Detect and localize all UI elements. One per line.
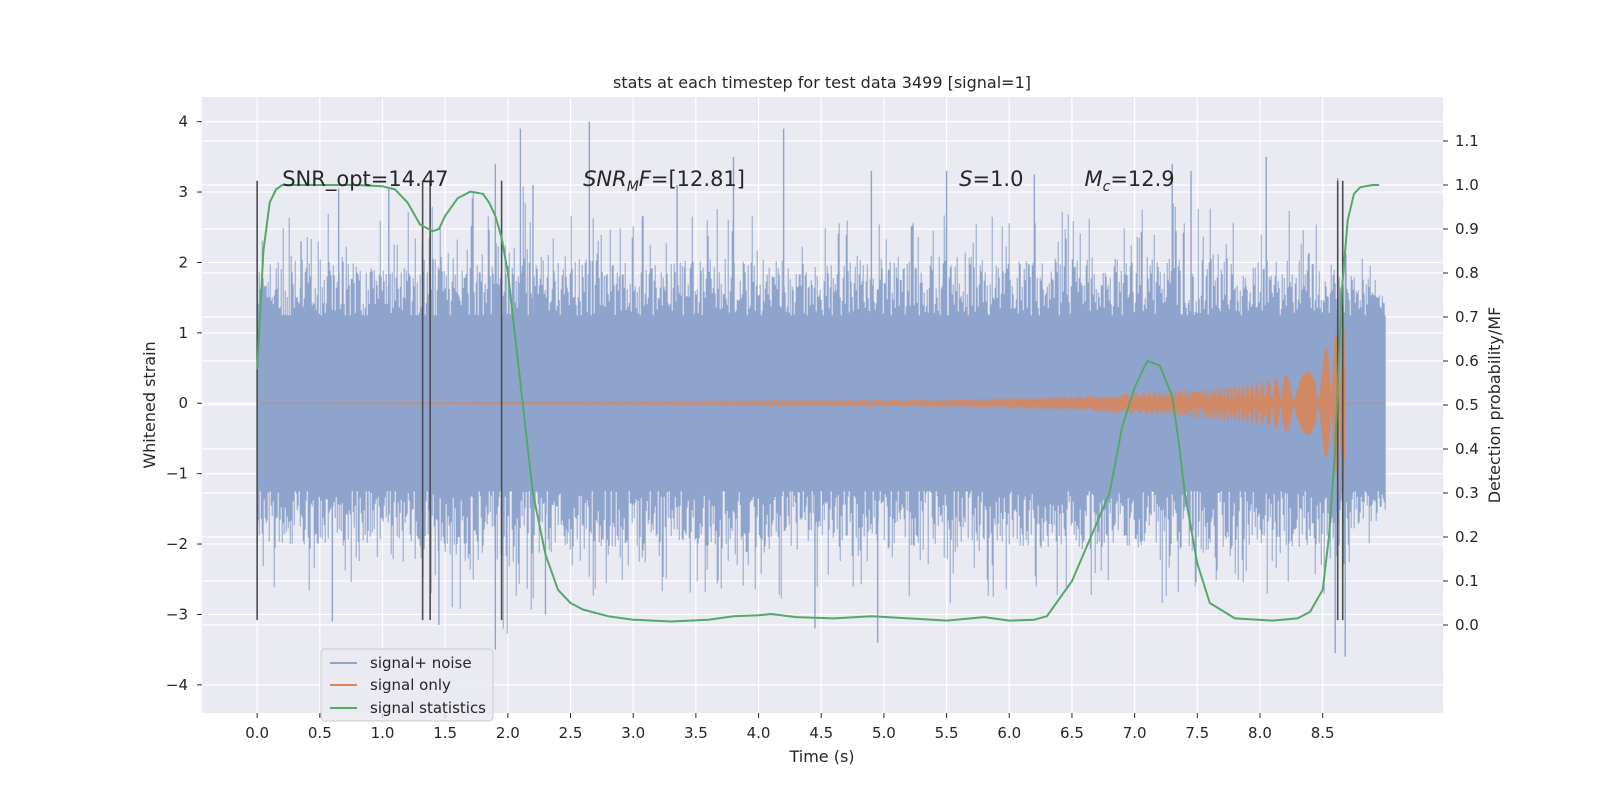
x-tick-label: 0.5	[308, 724, 332, 742]
y-tick-label: −1	[166, 465, 188, 483]
chart-title: stats at each timestep for test data 349…	[613, 73, 1031, 92]
x-tick-label: 5.5	[935, 724, 959, 742]
annotations: SNR_opt=14.47 SNRMF=[12.81] S=1.0 Mc=12.9	[282, 167, 1174, 195]
legend-label-statistics: signal statistics	[370, 699, 486, 717]
y-right-tick-label: 1.0	[1455, 176, 1479, 194]
legend: signal+ noise signal only signal statist…	[320, 648, 494, 722]
x-tick-label: 6.0	[997, 724, 1021, 742]
x-tick-label: 8.0	[1248, 724, 1272, 742]
y-right-tick-label: 0.4	[1455, 440, 1479, 458]
signal-series	[256, 312, 1386, 495]
x-tick-label: 1.0	[371, 724, 395, 742]
signal-only-trace	[256, 312, 1386, 495]
x-tick-label: 5.0	[872, 724, 896, 742]
statistics-series	[256, 184, 1380, 623]
x-tick-label: 8.5	[1311, 724, 1335, 742]
x-tick-label: 2.5	[559, 724, 583, 742]
y-right-tick-label: 1.1	[1455, 132, 1479, 150]
y-right-tick-label: 0.6	[1455, 352, 1479, 370]
y-right-tick-label: 0.9	[1455, 220, 1479, 238]
statistics-line	[256, 184, 1380, 623]
y-tick-label: 2	[178, 253, 188, 271]
y-right-tick-label: 0.8	[1455, 264, 1479, 282]
y-tick-label: −4	[166, 676, 188, 694]
y-tick-label: −2	[166, 535, 188, 553]
y-right-tick-label: 0.7	[1455, 308, 1479, 326]
x-tick-label: 3.0	[621, 724, 645, 742]
y-right-tick-label: 0.1	[1455, 572, 1479, 590]
x-tick-label: 3.5	[684, 724, 708, 742]
tick-labels: 0.0 0.5 1.0 1.5 2.0 2.5 3.0 3.5 4.0 4.5 5.0 5.5 6.0 6…	[166, 113, 1479, 742]
y-axis-label: Whitened strain	[140, 341, 159, 468]
y-tick-label: −3	[166, 605, 188, 623]
x-tick-label: 4.5	[809, 724, 833, 742]
y-right-tick-label: 0.0	[1455, 616, 1479, 634]
x-axis-label: Time (s)	[788, 747, 854, 766]
x-tick-label: 7.0	[1123, 724, 1147, 742]
x-tick-label: 7.5	[1185, 724, 1209, 742]
x-tick-label: 1.5	[433, 724, 457, 742]
x-tick-label: 0.0	[245, 724, 269, 742]
x-tick-label: 4.0	[747, 724, 771, 742]
legend-box	[320, 648, 494, 722]
y-tick-label: 0	[178, 394, 188, 412]
annotation: SNR_opt=14.47	[282, 167, 448, 192]
y-right-axis-label: Detection probability/MF	[1485, 307, 1504, 504]
x-tick-label: 6.5	[1060, 724, 1084, 742]
legend-label-noise: signal+ noise	[370, 654, 472, 672]
y-tick-label: 1	[178, 324, 188, 342]
y-right-tick-label: 0.2	[1455, 528, 1479, 546]
x-tick-label: 2.0	[496, 724, 520, 742]
y-tick-label: 4	[178, 113, 188, 131]
y-right-tick-label: 0.3	[1455, 484, 1479, 502]
y-right-tick-label: 0.5	[1455, 396, 1479, 414]
legend-label-signal: signal only	[370, 676, 451, 694]
annotation: SNRMF=[12.81]	[583, 167, 745, 195]
y-tick-label: 3	[178, 183, 188, 201]
annotation: Mc=12.9	[1084, 167, 1174, 195]
annotation: S=1.0	[959, 167, 1023, 191]
